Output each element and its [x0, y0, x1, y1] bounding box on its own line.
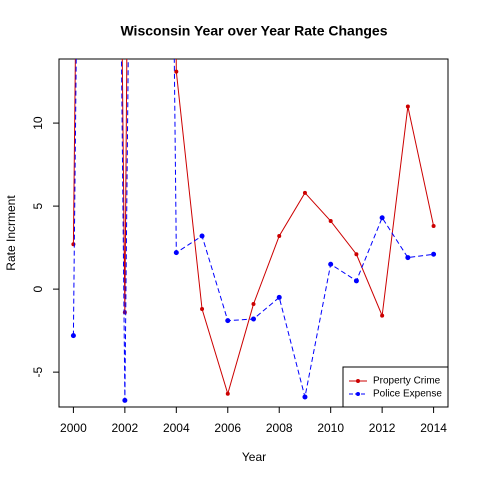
series-point [199, 233, 205, 239]
x-tick-label: 2010 [317, 421, 344, 435]
legend-box [342, 366, 449, 408]
y-axis-label: Rate Incrment [4, 195, 18, 271]
series-point [251, 302, 256, 307]
series-point [328, 219, 333, 224]
series-point [353, 278, 359, 284]
legend-label: Property Crime [373, 376, 441, 387]
y-tick-label: -5 [31, 366, 45, 377]
series-point [70, 333, 76, 339]
y-tick-label: 10 [31, 116, 45, 130]
x-tick-label: 2014 [420, 421, 447, 435]
x-tick-label: 2000 [60, 421, 87, 435]
series-point [174, 69, 179, 74]
series-point [302, 190, 307, 195]
series-point [122, 310, 127, 315]
series-point [277, 233, 282, 238]
plot-frame [58, 58, 449, 408]
legend-point [356, 379, 360, 383]
series-point [405, 255, 411, 261]
plot-area [70, 59, 437, 403]
series-point [328, 261, 334, 267]
x-tick-label: 2004 [163, 421, 190, 435]
y-tick-label: 5 [31, 202, 45, 209]
series-point [251, 316, 256, 322]
series-point [379, 215, 385, 221]
y-tick-label: 0 [31, 285, 45, 292]
series-point [405, 104, 410, 109]
series-point [276, 294, 282, 300]
series-point [225, 318, 231, 324]
legend-label: Police Expense [373, 389, 442, 400]
x-tick-label: 2012 [369, 421, 396, 435]
series-point [200, 307, 205, 312]
series-point [122, 397, 128, 403]
series-point [302, 394, 308, 400]
series-point [380, 313, 385, 318]
series-point [431, 224, 436, 229]
x-axis-label: Year [242, 450, 266, 464]
x-tick-label: 2002 [112, 421, 139, 435]
series-point [354, 252, 359, 257]
x-tick-label: 2008 [266, 421, 293, 435]
series-point [431, 251, 437, 257]
series-point [225, 391, 230, 396]
chart-title: Wisconsin Year over Year Rate Changes [120, 23, 387, 39]
legend-point [356, 392, 360, 396]
x-tick-label: 2006 [214, 421, 241, 435]
series-point [173, 250, 179, 256]
